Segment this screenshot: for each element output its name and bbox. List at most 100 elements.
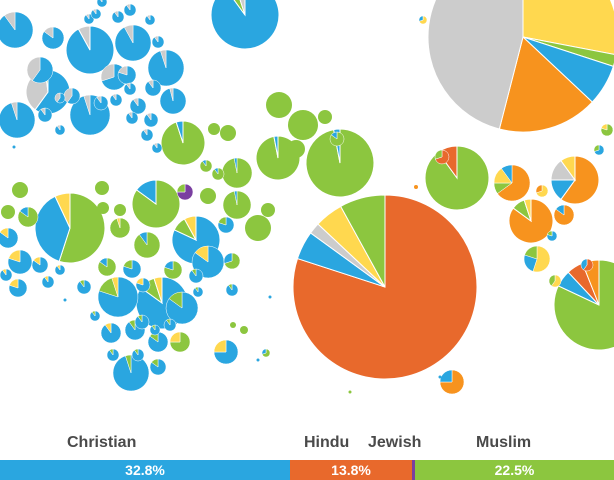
pie-slice — [136, 277, 144, 286]
pie-slice — [41, 275, 55, 289]
country-pie-bubble — [222, 190, 252, 220]
pie-slice — [104, 322, 112, 334]
country-pie-bubble — [41, 275, 55, 289]
country-pie-bubble — [217, 216, 235, 234]
country-pie-bubble — [89, 310, 101, 322]
tiny-country-dot — [268, 295, 272, 299]
country-pie-bubble — [109, 217, 131, 239]
pie-slice — [40, 107, 46, 116]
country-pie-bubble — [112, 354, 150, 392]
share-bar-value-label: 13.8% — [331, 462, 371, 478]
country-pie-bubble — [169, 331, 191, 353]
pie-slice — [261, 348, 267, 355]
pie-slice — [202, 159, 207, 167]
country-pie-bubble — [160, 120, 206, 166]
pie-slice — [524, 245, 538, 260]
pie-slice — [154, 35, 159, 43]
country-pie-bubble — [76, 279, 92, 295]
pie-slice — [123, 3, 137, 17]
pie-slice — [340, 194, 386, 288]
pie-slice — [234, 190, 238, 206]
country-pie-bubble — [123, 82, 137, 96]
pie-slice — [555, 204, 565, 216]
pie-slice — [125, 354, 132, 374]
share-bar-segment-jewish — [412, 460, 416, 480]
pie-slice — [34, 195, 71, 262]
country-pie-bubble — [176, 183, 194, 201]
country-pie-bubble — [114, 24, 152, 62]
pie-slice — [210, 0, 280, 50]
pie-slice — [146, 14, 151, 21]
pie-slice — [261, 203, 275, 217]
share-bar-value-label: 32.8% — [125, 462, 165, 478]
country-pie-bubble — [147, 49, 185, 87]
pie-slice — [85, 13, 90, 20]
pie-slice — [168, 291, 183, 309]
tiny-country-dot — [438, 375, 442, 379]
pie-slice — [9, 278, 19, 289]
country-pie-bubble — [54, 264, 66, 276]
pie-slice — [200, 188, 216, 204]
country-pie-bubble — [223, 252, 241, 270]
pie-slice — [43, 26, 54, 39]
pie-slice — [523, 198, 532, 222]
pie-slice — [600, 123, 608, 131]
pie-slice — [106, 348, 120, 362]
pie-slice — [54, 192, 71, 229]
country-pie-bubble — [151, 142, 163, 154]
pie-slice — [218, 216, 227, 226]
pie-slice — [194, 286, 199, 293]
pie-slice — [169, 87, 174, 102]
label-hindu: Hindu — [304, 434, 350, 451]
pie-slice — [26, 56, 41, 81]
country-pie-bubble — [117, 65, 137, 85]
country-pie-bubble — [17, 206, 39, 228]
pie-slice — [111, 276, 119, 298]
pie-slice — [233, 157, 238, 174]
pie-slice — [11, 101, 18, 121]
pie-slice — [96, 0, 108, 8]
country-pie-bubble — [220, 125, 236, 141]
share-bar-segment-christian: 32.8% — [0, 460, 291, 480]
pie-slice — [63, 87, 73, 103]
country-pie-bubble — [434, 149, 450, 165]
pie-slice — [153, 276, 163, 304]
country-pie-bubble — [144, 14, 156, 26]
pie-slice — [100, 63, 115, 82]
pie-slice — [0, 11, 34, 49]
country-pie-bubble — [8, 278, 28, 298]
share-bar-segment-muslim: 22.5% — [415, 460, 614, 480]
pie-slice — [600, 123, 614, 137]
pie-slice — [0, 227, 9, 239]
label-christian: Christian — [67, 434, 137, 451]
pie-slice — [79, 279, 85, 288]
country-pie-bubble — [0, 101, 36, 139]
pie-slice — [91, 310, 96, 317]
country-pie-bubble — [0, 11, 34, 49]
pie-slice — [109, 348, 114, 356]
pie-slice — [213, 339, 227, 353]
country-pie-bubble — [54, 124, 66, 136]
tiny-country-dot — [414, 185, 418, 189]
pie-slice — [288, 110, 318, 140]
pie-slice — [131, 348, 145, 362]
pie-slice — [109, 93, 123, 107]
pie-slice — [211, 167, 225, 181]
pie-slice — [194, 245, 209, 263]
pie-slice — [4, 11, 16, 31]
country-pie-bubble — [97, 202, 109, 214]
pie-slice — [58, 192, 106, 264]
pie-slice — [151, 358, 159, 368]
pie-slice — [151, 324, 156, 331]
pie-slice — [1, 205, 15, 219]
pie-slice — [32, 56, 54, 84]
pie-slice — [228, 283, 233, 291]
pie-slice — [99, 257, 108, 268]
country-pie-bubble — [493, 164, 531, 202]
pie-slice — [427, 0, 524, 130]
country-pie-bubble — [225, 283, 239, 297]
country-pie-bubble — [131, 179, 181, 229]
pie-slice — [12, 182, 28, 198]
country-pie-bubble — [318, 110, 332, 124]
pie-slice — [97, 202, 109, 214]
